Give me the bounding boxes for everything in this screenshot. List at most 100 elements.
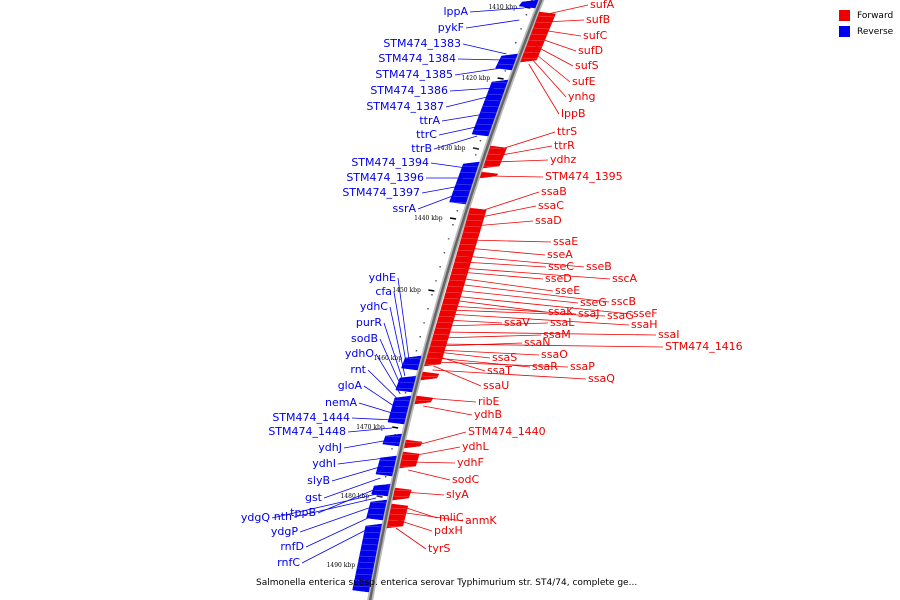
reverse-feature [449, 161, 480, 205]
gene-label-forward: pdxH [434, 524, 463, 537]
gene-leader-line [437, 349, 540, 356]
backbone-dot [423, 322, 425, 324]
feature-stripe [509, 33, 526, 36]
gene-label-forward: sseB [586, 260, 612, 273]
gene-leader-line [323, 477, 381, 499]
gene-leader-line [434, 361, 569, 368]
backbone-dot [439, 266, 441, 268]
feature-stripe [492, 141, 509, 144]
feature-stripe [459, 243, 476, 246]
gene-label-forward: ssaI [658, 328, 679, 341]
backbone-dot [456, 210, 459, 212]
feature-stripe [450, 273, 467, 276]
feature-stripe [472, 201, 489, 204]
gene-label-reverse: ttrB [411, 142, 432, 155]
gene-label-reverse: ydgP [271, 525, 298, 538]
feature-stripe [535, 21, 552, 24]
feature-stripe [444, 219, 461, 222]
gene-leader-line [473, 220, 534, 227]
tick-label: 1460 kbp [374, 355, 403, 362]
tick-label: 1470 kbp [356, 424, 385, 431]
gene-label-reverse: STM474_1383 [383, 37, 461, 50]
feature-stripe [382, 447, 399, 450]
feature-stripe [498, 123, 515, 126]
tick-mark [524, 6, 531, 9]
feature-stripe [493, 75, 510, 78]
reverse-feature [375, 455, 397, 477]
tick-mark [497, 77, 504, 80]
gene-label-forward: STM474_1440 [468, 425, 546, 438]
gene-leader-line [430, 162, 467, 169]
backbone-dot [525, 14, 528, 16]
reverse-feature [352, 523, 383, 593]
gene-leader-line [438, 125, 481, 136]
tick-label: 1430 kbp [437, 145, 466, 152]
feature-stripe [477, 183, 495, 186]
feature-stripe [431, 339, 448, 342]
feature-stripe [355, 573, 372, 576]
gene-label-reverse: tppB [290, 506, 316, 519]
gene-label-reverse: ssrA [392, 202, 416, 215]
gene-label-reverse: lppA [443, 5, 468, 18]
gene-leader-line [457, 58, 505, 61]
feature-stripe [419, 303, 436, 306]
feature-stripe [448, 207, 465, 210]
feature-stripe [409, 423, 426, 426]
gene-leader-line [337, 457, 386, 465]
feature-stripe [483, 165, 500, 168]
gene-label-forward: ssaP [570, 360, 595, 373]
gene-label-reverse: ttrC [416, 128, 437, 141]
feature-stripe [528, 39, 545, 42]
gene-label-forward: sufS [575, 59, 599, 72]
gene-leader-line [343, 439, 390, 449]
gene-label-forward: ydhF [457, 456, 484, 469]
feature-stripe [404, 357, 421, 360]
feature-stripe [401, 459, 418, 462]
feature-stripe [478, 117, 495, 120]
gene-leader-line [547, 4, 589, 15]
gene-leader-line [476, 205, 537, 219]
gene-leader-line [441, 113, 485, 122]
gene-leader-line [445, 95, 492, 108]
gene-label-forward: ssaV [504, 316, 530, 329]
feature-stripe [468, 213, 485, 216]
feature-stripe [502, 51, 519, 54]
gene-leader-line [410, 461, 456, 464]
feature-stripe [484, 99, 501, 102]
feature-stripe [396, 483, 413, 486]
gene-leader-line [445, 319, 503, 324]
forward-feature [424, 207, 487, 367]
gene-label-reverse: STM474_1384 [378, 52, 456, 65]
gene-label-reverse: rnfD [280, 540, 304, 553]
feature-stripe [399, 375, 416, 378]
feature-stripe [428, 273, 445, 276]
forward-feature [482, 145, 508, 169]
backbone-dot [474, 154, 477, 156]
gene-label-reverse: STM474_1386 [370, 84, 448, 97]
legend-swatch-reverse [839, 26, 850, 37]
gene-label-forward: ydhz [550, 153, 576, 166]
feature-stripe [515, 15, 532, 18]
feature-stripe [393, 399, 410, 402]
feature-stripe [384, 537, 401, 540]
feature-stripe [357, 567, 374, 570]
feature-stripe [508, 93, 525, 96]
feature-stripe [422, 291, 439, 294]
feature-stripe [361, 543, 378, 546]
gene-label-reverse: ydhC [360, 300, 388, 313]
gene-leader-line [494, 159, 549, 163]
feature-stripe [439, 309, 456, 312]
gene-label-reverse: purR [356, 316, 382, 329]
gene-label-reverse: STM474_1397 [342, 186, 420, 199]
feature-stripe [433, 255, 450, 258]
gene-label-reverse: STM474_1396 [346, 171, 424, 184]
gene-leader-line [399, 511, 464, 522]
reverse-feature [471, 79, 509, 137]
feature-stripe [467, 147, 484, 150]
gene-leader-line [397, 519, 433, 532]
gene-leader-line [452, 295, 632, 315]
feature-stripe [407, 435, 424, 438]
feature-stripe [440, 231, 457, 234]
reverse-feature [518, 0, 539, 9]
gene-leader-line [425, 397, 477, 403]
